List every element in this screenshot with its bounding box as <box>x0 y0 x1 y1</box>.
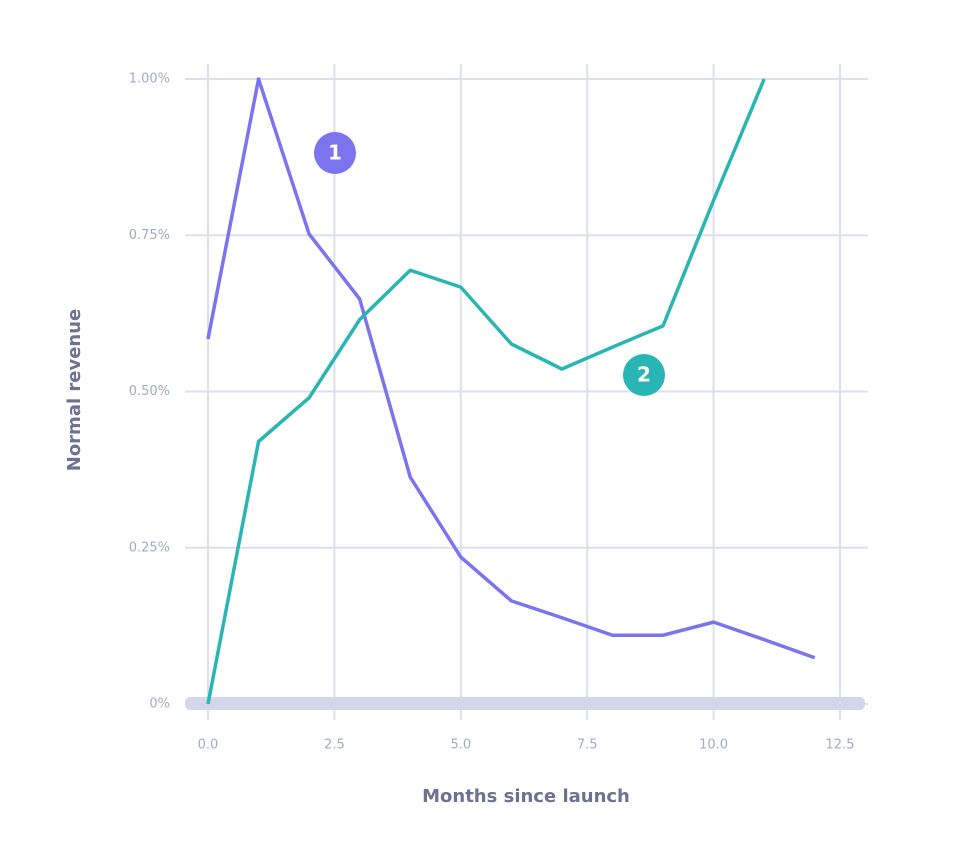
annotation-badge <box>314 132 356 174</box>
y-tick-label: 0.50% <box>129 384 170 399</box>
series-line <box>206 77 816 660</box>
series-line <box>206 78 766 705</box>
annotation-label: 1 <box>328 141 342 165</box>
x-axis-title: Months since launch <box>422 786 630 807</box>
annotation-badge <box>623 354 665 396</box>
y-tick-label: 0.25% <box>129 540 170 555</box>
baseline-bar <box>185 697 865 710</box>
y-tick-label: 1.00% <box>129 72 170 87</box>
y-axis-title: Normal revenue <box>64 309 85 472</box>
y-tick-label: 0.75% <box>129 228 170 243</box>
y-tick-label: 0% <box>149 697 170 712</box>
x-tick-label: 12.5 <box>826 738 855 753</box>
x-tick-label: 10.0 <box>699 738 728 753</box>
x-tick-label: 2.5 <box>324 738 345 753</box>
x-tick-label: 5.0 <box>450 738 471 753</box>
x-tick-label: 7.5 <box>577 738 598 753</box>
x-tick-label: 0.0 <box>198 738 219 753</box>
annotation-label: 2 <box>637 363 651 387</box>
